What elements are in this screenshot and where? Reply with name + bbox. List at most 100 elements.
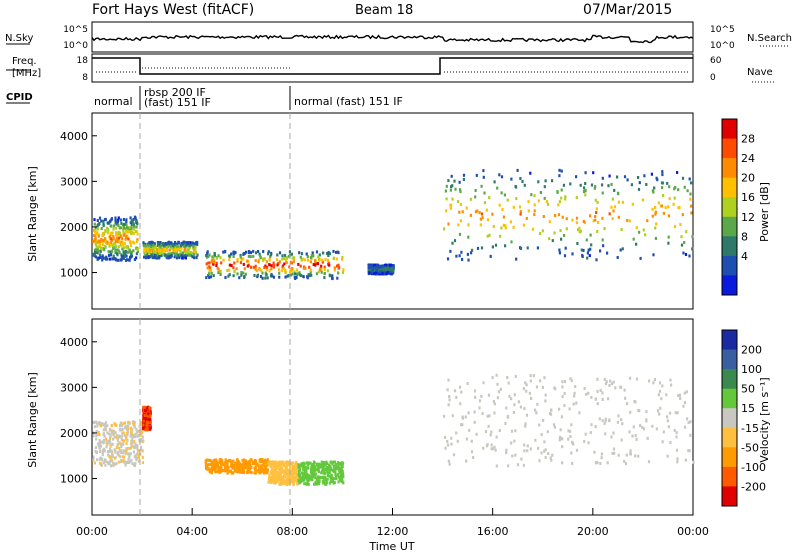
echo-cell bbox=[122, 442, 125, 446]
echo-cell bbox=[306, 461, 309, 465]
echo-cell bbox=[239, 255, 242, 259]
echo-cell bbox=[95, 434, 98, 437]
echo-cell bbox=[380, 267, 384, 271]
echo-cell bbox=[557, 203, 560, 207]
echo-cell bbox=[682, 251, 685, 255]
echo-cell bbox=[157, 248, 160, 252]
echo-cell bbox=[498, 203, 501, 207]
echo-cell bbox=[121, 427, 124, 431]
echo-cell bbox=[590, 423, 593, 427]
echo-cell bbox=[328, 263, 331, 267]
echo-cell bbox=[150, 254, 153, 258]
echo-cell bbox=[278, 251, 282, 255]
echo-cell bbox=[206, 467, 210, 471]
echo-cell bbox=[306, 276, 309, 280]
echo-cell bbox=[217, 271, 220, 275]
echo-cell bbox=[567, 429, 570, 433]
echo-cell bbox=[224, 461, 227, 465]
echo-cell bbox=[673, 225, 677, 229]
echo-cell bbox=[502, 223, 505, 227]
echo-cell bbox=[495, 373, 498, 377]
echo-cell bbox=[131, 435, 135, 439]
echo-cell bbox=[617, 453, 620, 457]
echo-cell bbox=[543, 196, 546, 200]
echo-cell bbox=[241, 470, 244, 474]
echo-cell bbox=[551, 239, 554, 243]
echo-cell bbox=[94, 236, 97, 240]
echo-cell bbox=[459, 188, 462, 192]
echo-cell bbox=[151, 246, 154, 250]
echo-cell bbox=[119, 428, 122, 432]
echo-cell bbox=[543, 449, 546, 453]
echo-cell bbox=[684, 253, 688, 256]
echo-cell bbox=[300, 252, 304, 256]
echo-cell bbox=[129, 446, 133, 450]
echo-cell bbox=[191, 241, 194, 245]
echo-cell bbox=[119, 226, 122, 230]
echo-cell bbox=[295, 479, 298, 483]
echo-cell bbox=[121, 242, 124, 246]
echo-cell bbox=[486, 218, 490, 222]
echo-cell bbox=[110, 424, 113, 428]
echo-cell bbox=[246, 468, 249, 472]
echo-cell bbox=[148, 426, 151, 430]
echo-cell bbox=[215, 256, 218, 260]
echo-cell bbox=[135, 256, 138, 260]
echo-cell bbox=[543, 376, 546, 380]
echo-cell bbox=[494, 448, 497, 452]
cpid-segment-2: rbsp 200 IF bbox=[144, 86, 206, 99]
echo-cell bbox=[224, 276, 227, 279]
echo-cell bbox=[208, 253, 211, 257]
echo-cell bbox=[168, 248, 172, 252]
echo-cell bbox=[613, 451, 616, 455]
echo-cell bbox=[641, 198, 644, 202]
echo-cell bbox=[474, 189, 477, 192]
echo-cell bbox=[605, 380, 608, 384]
echo-cell bbox=[661, 384, 664, 388]
echo-cell bbox=[329, 480, 332, 484]
echo-cell bbox=[507, 381, 510, 385]
echo-cell bbox=[116, 220, 119, 224]
echo-cell bbox=[118, 231, 122, 235]
echo-cell bbox=[160, 251, 163, 255]
echo-cell bbox=[110, 429, 113, 433]
echo-cell bbox=[148, 255, 151, 259]
echo-cell bbox=[664, 206, 667, 210]
echo-cell bbox=[469, 213, 472, 217]
colorbar-tick-label: 200 bbox=[741, 344, 762, 357]
echo-cell bbox=[318, 464, 321, 468]
echo-cell bbox=[116, 218, 120, 222]
echo-cell bbox=[474, 210, 478, 214]
echo-cell bbox=[529, 379, 532, 383]
echo-cell bbox=[125, 230, 128, 234]
echo-cell bbox=[620, 418, 623, 422]
echo-cell bbox=[459, 203, 462, 206]
echo-cell bbox=[113, 448, 116, 452]
nave-label: Nave bbox=[747, 67, 773, 78]
echo-cell bbox=[106, 431, 109, 435]
echo-cell bbox=[106, 450, 110, 454]
echo-cell bbox=[333, 481, 336, 485]
echo-cell bbox=[268, 479, 271, 483]
echo-cell bbox=[145, 424, 148, 428]
echo-cell bbox=[604, 417, 607, 421]
echo-cell bbox=[453, 179, 456, 183]
echo-cell bbox=[369, 265, 372, 269]
echo-cell bbox=[451, 184, 454, 188]
echo-cell bbox=[126, 427, 129, 431]
echo-cell bbox=[273, 463, 276, 467]
echo-cell bbox=[331, 480, 334, 484]
echo-cell bbox=[248, 461, 251, 465]
echo-cell bbox=[151, 256, 154, 260]
echo-cell bbox=[460, 423, 463, 427]
echo-cell bbox=[246, 471, 249, 475]
echo-cell bbox=[309, 260, 312, 264]
echo-cell bbox=[573, 391, 576, 395]
echo-cell bbox=[479, 223, 482, 227]
echo-cell bbox=[133, 435, 136, 439]
echo-cell bbox=[253, 265, 256, 269]
echo-cell bbox=[192, 247, 195, 251]
echo-cell bbox=[669, 411, 672, 415]
y-tick-label: 3000 bbox=[60, 381, 88, 394]
echo-cell bbox=[250, 265, 253, 269]
